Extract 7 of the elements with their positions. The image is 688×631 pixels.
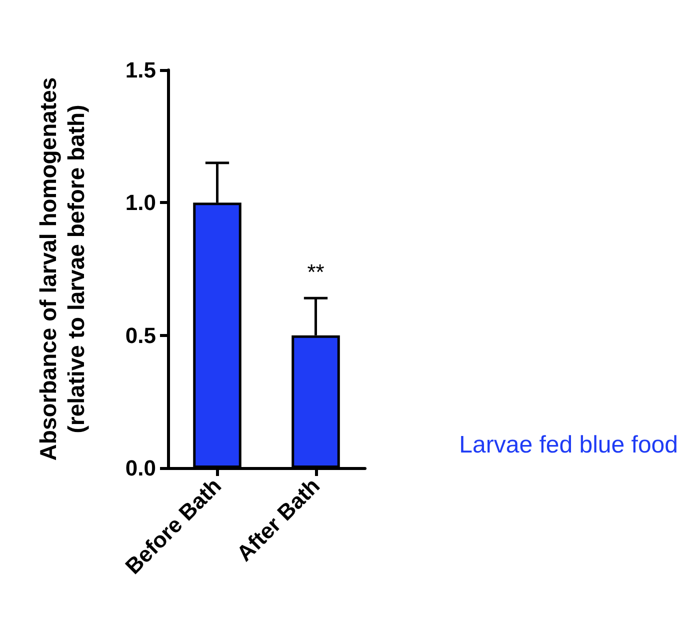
y-tick-label: 1.0 (125, 190, 156, 216)
y-tick-label: 0.5 (125, 322, 156, 348)
text: Larvae fed blue food (459, 432, 678, 458)
y-tick-label: 0.0 (125, 456, 156, 480)
y-tick-label: 1.5 (125, 58, 156, 82)
y-axis-title: Absorbance of larval homogenates (relative to larvae before bath) (35, 77, 89, 461)
annotation: ** (307, 260, 325, 285)
